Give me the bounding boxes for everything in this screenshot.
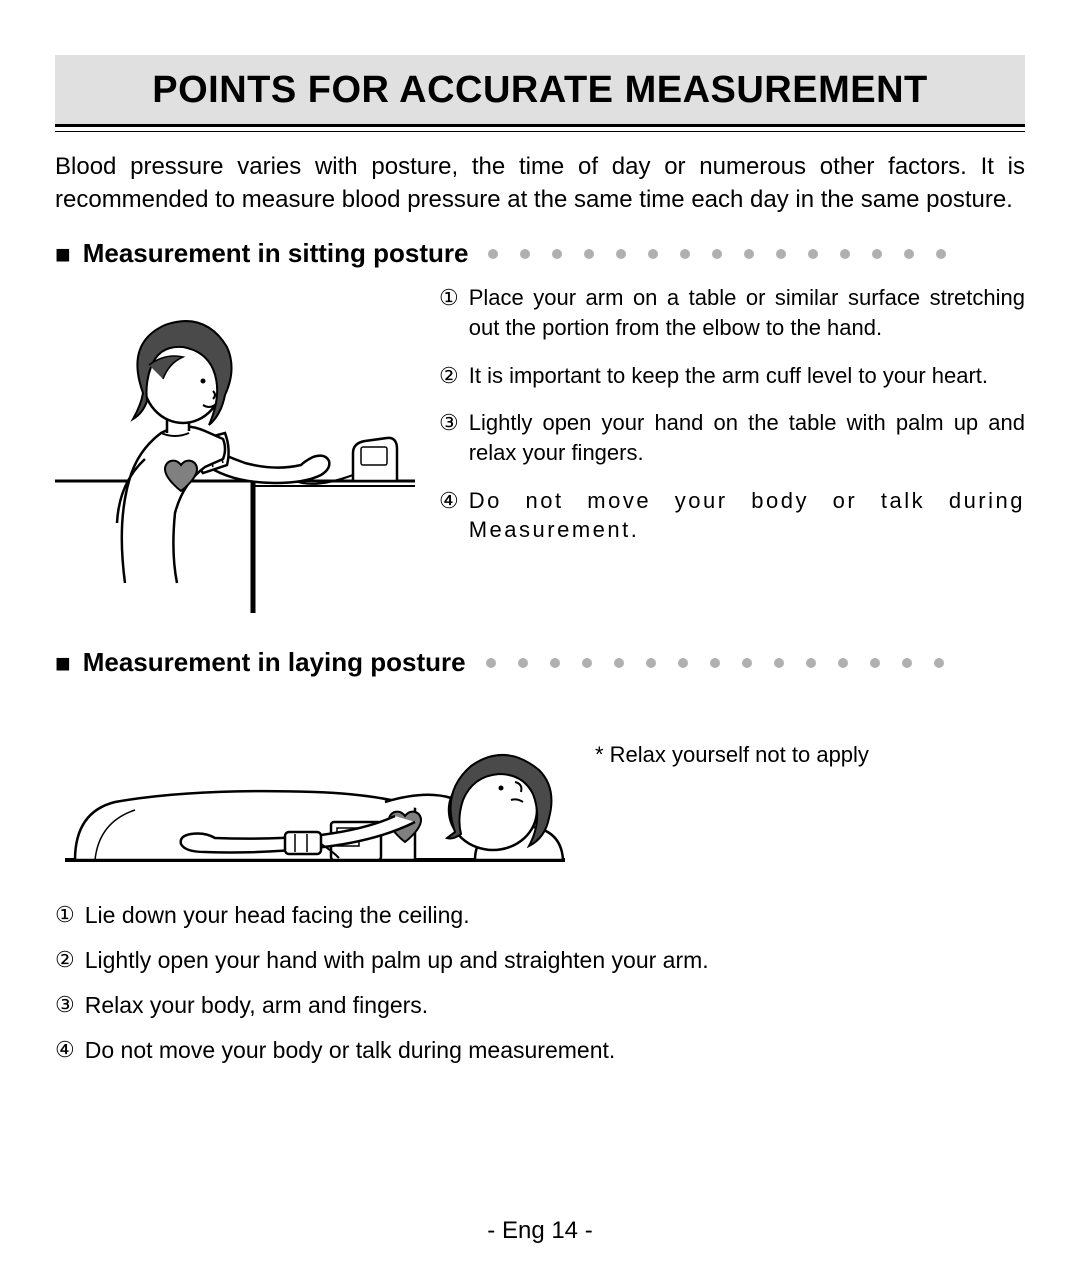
step-text: Lightly open your hand with palm up and … bbox=[85, 945, 1025, 976]
laying-subheading-row: ■ Measurement in laying posture bbox=[55, 647, 1025, 678]
list-item: ① Lie down your head facing the ceiling. bbox=[55, 900, 1025, 931]
step-number-icon: ① bbox=[55, 900, 75, 931]
step-text: Relax your body, arm and fingers. bbox=[85, 990, 1025, 1021]
laying-illustration bbox=[55, 692, 575, 882]
laying-note: * Relax yourself not to apply bbox=[595, 692, 869, 768]
step-number-icon: ② bbox=[55, 945, 75, 976]
list-item: ② It is important to keep the arm cuff l… bbox=[439, 361, 1025, 391]
intro-paragraph: Blood pressure varies with posture, the … bbox=[55, 150, 1025, 216]
list-item: ③ Relax your body, arm and fingers. bbox=[55, 990, 1025, 1021]
step-text: Lightly open your hand on the table with… bbox=[469, 408, 1025, 467]
list-item: ② Lightly open your hand with palm up an… bbox=[55, 945, 1025, 976]
step-number-icon: ④ bbox=[439, 486, 459, 545]
step-text: Lie down your head facing the ceiling. bbox=[85, 900, 1025, 931]
page-footer: - Eng 14 - bbox=[0, 1217, 1080, 1245]
laying-steps: ① Lie down your head facing the ceiling.… bbox=[55, 900, 1025, 1066]
list-item: ④ Do not move your body or talk during M… bbox=[439, 486, 1025, 545]
laying-block: * Relax yourself not to apply ① Lie down… bbox=[55, 692, 1025, 1066]
dot-trail bbox=[480, 249, 1025, 259]
step-number-icon: ① bbox=[439, 283, 459, 342]
step-text: Place your arm on a table or similar sur… bbox=[469, 283, 1025, 342]
sitting-steps: ① Place your arm on a table or similar s… bbox=[439, 283, 1025, 613]
list-item: ④ Do not move your body or talk during m… bbox=[55, 1035, 1025, 1066]
list-item: ① Place your arm on a table or similar s… bbox=[439, 283, 1025, 342]
square-bullet-icon: ■ bbox=[55, 650, 71, 676]
sitting-block: ① Place your arm on a table or similar s… bbox=[55, 283, 1025, 613]
page-title-box: POINTS FOR ACCURATE MEASUREMENT bbox=[55, 55, 1025, 127]
list-item: ③ Lightly open your hand on the table wi… bbox=[439, 408, 1025, 467]
step-number-icon: ② bbox=[439, 361, 459, 391]
step-number-icon: ③ bbox=[55, 990, 75, 1021]
sitting-subheading-row: ■ Measurement in sitting posture bbox=[55, 238, 1025, 269]
step-text: It is important to keep the arm cuff lev… bbox=[469, 361, 1025, 391]
laying-heading: Measurement in laying posture bbox=[83, 647, 466, 678]
step-number-icon: ③ bbox=[439, 408, 459, 467]
page-title: POINTS FOR ACCURATE MEASUREMENT bbox=[55, 69, 1025, 112]
dot-trail bbox=[478, 658, 1025, 668]
sitting-illustration bbox=[55, 283, 415, 613]
step-text: Do not move your body or talk during mea… bbox=[85, 1035, 1025, 1066]
sitting-heading: Measurement in sitting posture bbox=[83, 238, 469, 269]
title-underline bbox=[55, 131, 1025, 132]
step-number-icon: ④ bbox=[55, 1035, 75, 1066]
step-text: Do not move your body or talk during Mea… bbox=[469, 486, 1025, 545]
square-bullet-icon: ■ bbox=[55, 241, 71, 267]
